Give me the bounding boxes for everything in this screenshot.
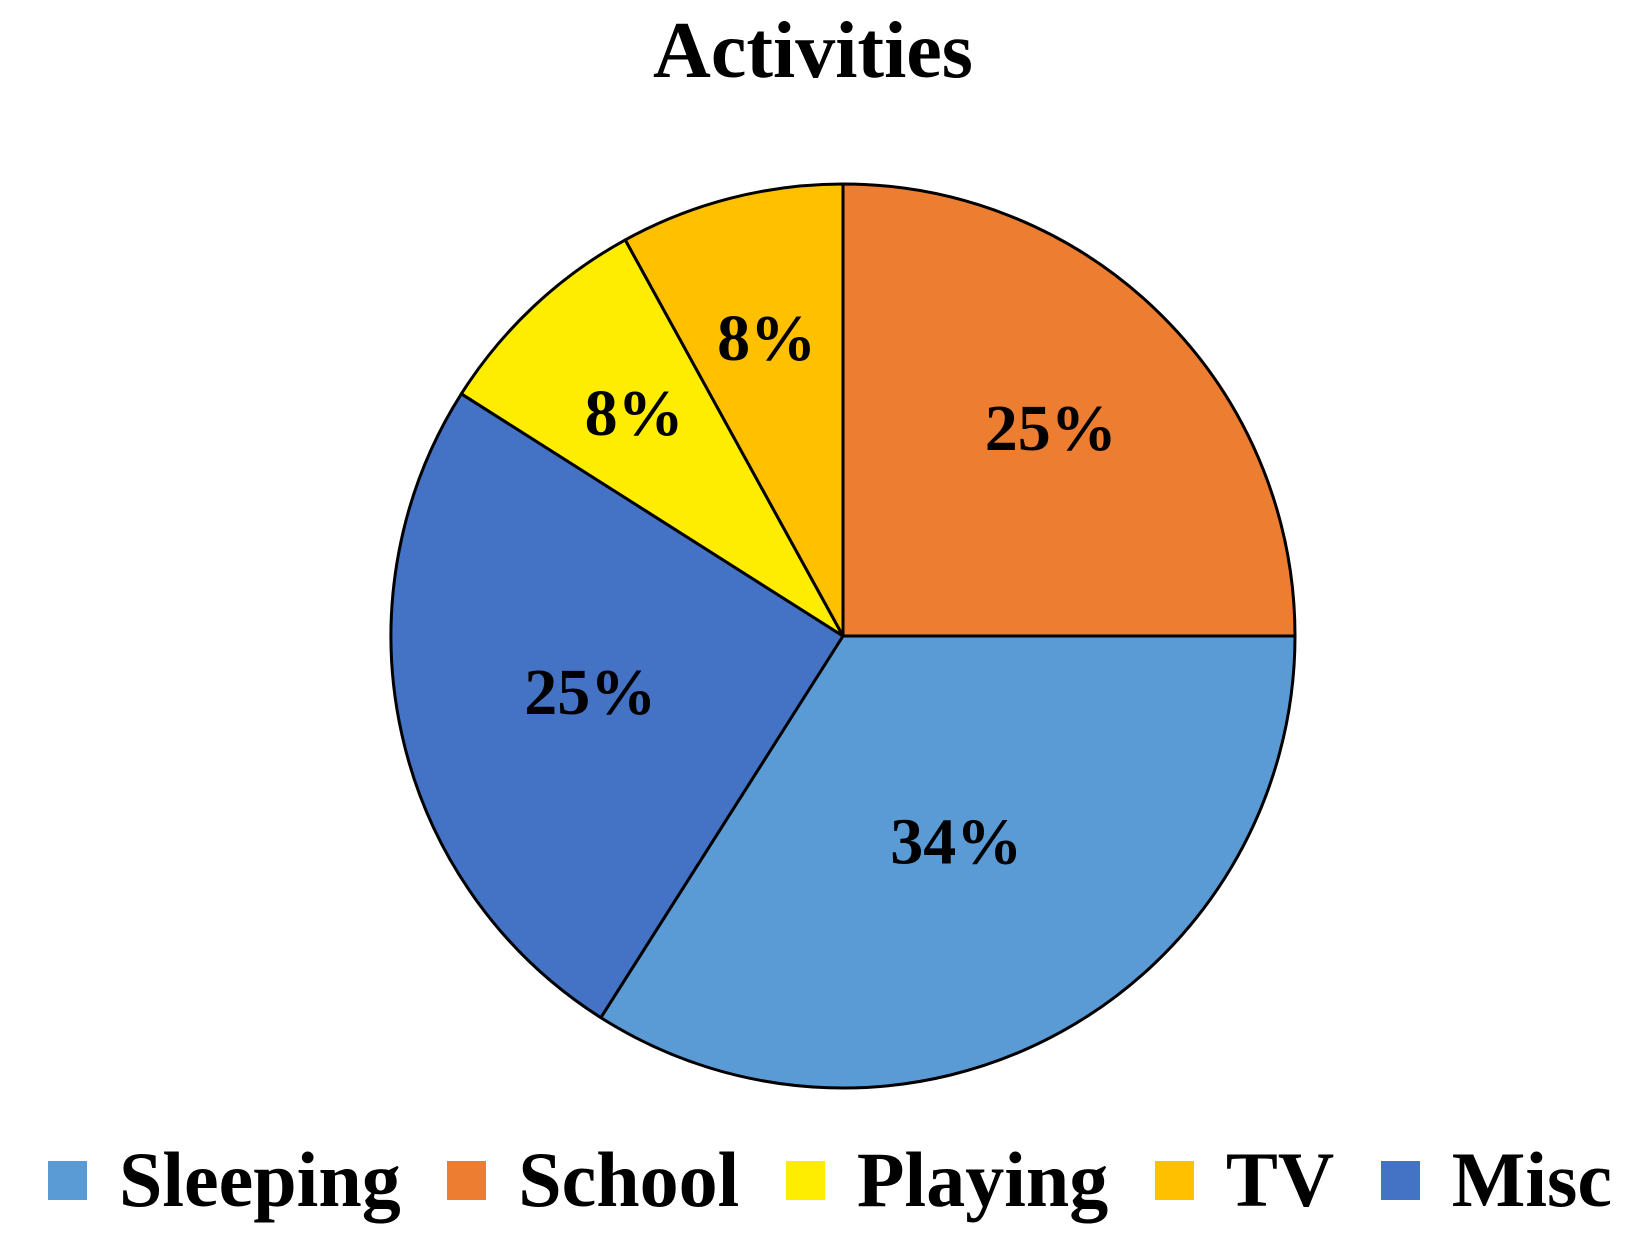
pie-slice-sleeping	[599, 634, 1297, 1090]
legend-item-school: School	[447, 1141, 739, 1219]
slice-percent-label-school: 25%	[985, 392, 1117, 465]
pie-slice-school	[841, 182, 1297, 638]
legend-label: TV	[1225, 1136, 1335, 1223]
legend-swatch-icon	[447, 1160, 487, 1200]
legend-label: Sleeping	[119, 1136, 401, 1223]
legend-label: Misc	[1451, 1136, 1612, 1223]
legend-swatch-icon	[785, 1160, 825, 1200]
pie-slice-misc	[389, 392, 845, 1020]
legend-swatch-icon	[48, 1160, 87, 1200]
chart-title: Activities	[653, 7, 973, 95]
legend-label: School	[518, 1136, 740, 1223]
legend-label: Playing	[856, 1136, 1109, 1223]
legend-swatch-icon	[1380, 1160, 1420, 1200]
pie-slice-playing	[459, 238, 845, 638]
slice-percent-label-tv: 8%	[717, 302, 816, 375]
chart-legend: Sleeping School Playing TV Misc	[0, 1135, 1629, 1225]
legend-swatch-icon	[1154, 1160, 1194, 1200]
slice-percent-label-sleeping: 34%	[890, 806, 1022, 879]
legend-item-tv: TV	[1154, 1136, 1335, 1223]
legend-item-sleeping: Sleeping	[48, 1141, 401, 1219]
legend-item-misc: Misc	[1380, 1136, 1612, 1223]
legend-item-playing: Playing	[785, 1136, 1109, 1223]
slice-percent-label-misc: 25%	[524, 656, 656, 729]
slice-percent-label-playing: 8%	[585, 377, 684, 450]
pie-slice-tv	[623, 182, 845, 638]
